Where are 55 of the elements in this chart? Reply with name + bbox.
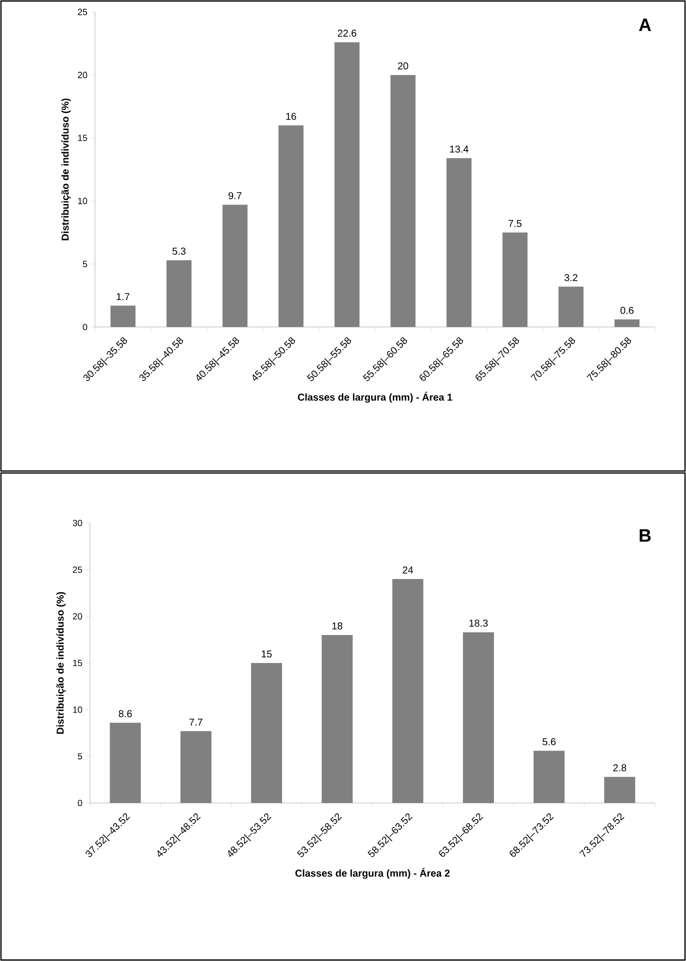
bar <box>558 286 584 327</box>
bar <box>390 74 416 327</box>
y-tick-label: 25 <box>72 566 82 573</box>
data-label: 16 <box>286 112 296 120</box>
bar <box>502 232 528 327</box>
bar <box>462 632 494 803</box>
bar <box>322 634 353 803</box>
x-axis-title: Classes de largura (mm) - Área 2 <box>295 868 450 879</box>
data-label: 15 <box>262 650 272 658</box>
data-label: 13.4 <box>450 146 468 153</box>
data-label: 1.7 <box>116 293 130 300</box>
bar <box>222 204 248 327</box>
data-label: 0.6 <box>620 306 634 314</box>
y-tick-label: 10 <box>73 706 82 713</box>
data-label: 18 <box>332 622 342 630</box>
data-label: 9.7 <box>228 192 242 200</box>
y-tick-label: 30 <box>72 520 82 526</box>
data-label: 24 <box>402 566 414 574</box>
bar <box>446 158 472 327</box>
bar <box>180 731 212 803</box>
data-label: 2.8 <box>613 764 626 772</box>
chart-title: B <box>640 529 651 542</box>
bar <box>334 42 360 327</box>
bar <box>166 260 192 327</box>
bar <box>278 125 304 327</box>
bar <box>110 722 141 803</box>
data-label: 18.3 <box>470 620 488 627</box>
data-label: 7.7 <box>190 718 202 726</box>
data-label: 7.5 <box>508 220 522 227</box>
bar <box>534 750 565 803</box>
bar <box>392 578 424 803</box>
y-tick-label: 5 <box>82 260 88 268</box>
y-axis-title: Distribuição de indivíduso (%) <box>61 98 71 240</box>
data-label: 20 <box>398 62 408 70</box>
y-tick-label: 5 <box>78 753 82 760</box>
y-tick-label: 25 <box>78 8 88 16</box>
bar <box>604 776 636 803</box>
data-label: 22.6 <box>338 30 356 37</box>
y-tick-label: 10 <box>78 198 88 204</box>
data-label: 5.3 <box>172 248 186 255</box>
data-label: 3.2 <box>564 274 578 282</box>
chart-title: A <box>638 18 652 31</box>
bar <box>110 306 136 327</box>
y-tick-label: 15 <box>73 660 82 666</box>
x-axis-title: Classes de largura (mm) - Área 1 <box>298 392 452 403</box>
y-tick-label: 15 <box>78 134 88 142</box>
y-tick-label: 0 <box>78 800 82 806</box>
y-tick-label: 0 <box>82 324 88 330</box>
y-axis-title: Distribuição de indivíduso (%) <box>56 592 66 734</box>
y-tick-label: 20 <box>72 613 82 620</box>
data-label: 5.6 <box>542 738 556 746</box>
data-label: 8.6 <box>118 710 132 718</box>
y-tick-label: 20 <box>78 72 88 78</box>
bar <box>614 319 640 327</box>
bar <box>251 662 282 803</box>
